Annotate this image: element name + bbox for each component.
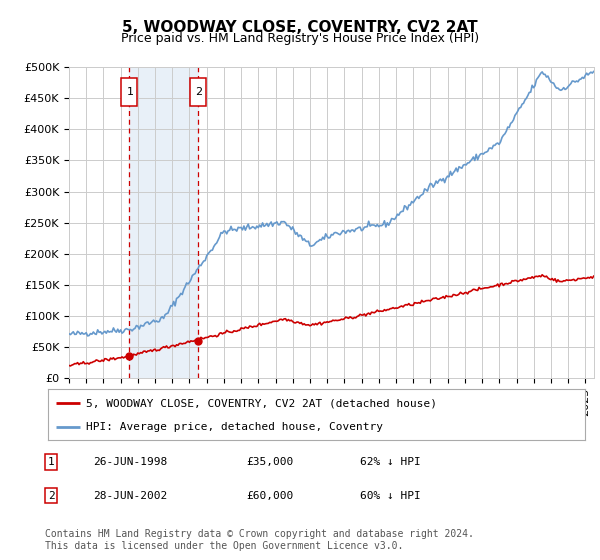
FancyBboxPatch shape: [190, 78, 206, 106]
Text: 2: 2: [195, 87, 202, 97]
Text: 60% ↓ HPI: 60% ↓ HPI: [360, 491, 421, 501]
Text: 28-JUN-2002: 28-JUN-2002: [93, 491, 167, 501]
Text: 5, WOODWAY CLOSE, COVENTRY, CV2 2AT (detached house): 5, WOODWAY CLOSE, COVENTRY, CV2 2AT (det…: [86, 398, 437, 408]
Text: 26-JUN-1998: 26-JUN-1998: [93, 457, 167, 467]
Text: 62% ↓ HPI: 62% ↓ HPI: [360, 457, 421, 467]
Text: £60,000: £60,000: [246, 491, 293, 501]
Bar: [129, 67, 198, 378]
Text: £35,000: £35,000: [246, 457, 293, 467]
Text: Price paid vs. HM Land Registry's House Price Index (HPI): Price paid vs. HM Land Registry's House …: [121, 32, 479, 45]
Text: HPI: Average price, detached house, Coventry: HPI: Average price, detached house, Cove…: [86, 422, 383, 432]
Text: 1: 1: [127, 87, 133, 97]
Text: 2: 2: [47, 491, 55, 501]
Text: 5, WOODWAY CLOSE, COVENTRY, CV2 2AT: 5, WOODWAY CLOSE, COVENTRY, CV2 2AT: [122, 20, 478, 35]
Text: 1: 1: [47, 457, 55, 467]
FancyBboxPatch shape: [121, 78, 137, 106]
Text: Contains HM Land Registry data © Crown copyright and database right 2024.
This d: Contains HM Land Registry data © Crown c…: [45, 529, 474, 551]
